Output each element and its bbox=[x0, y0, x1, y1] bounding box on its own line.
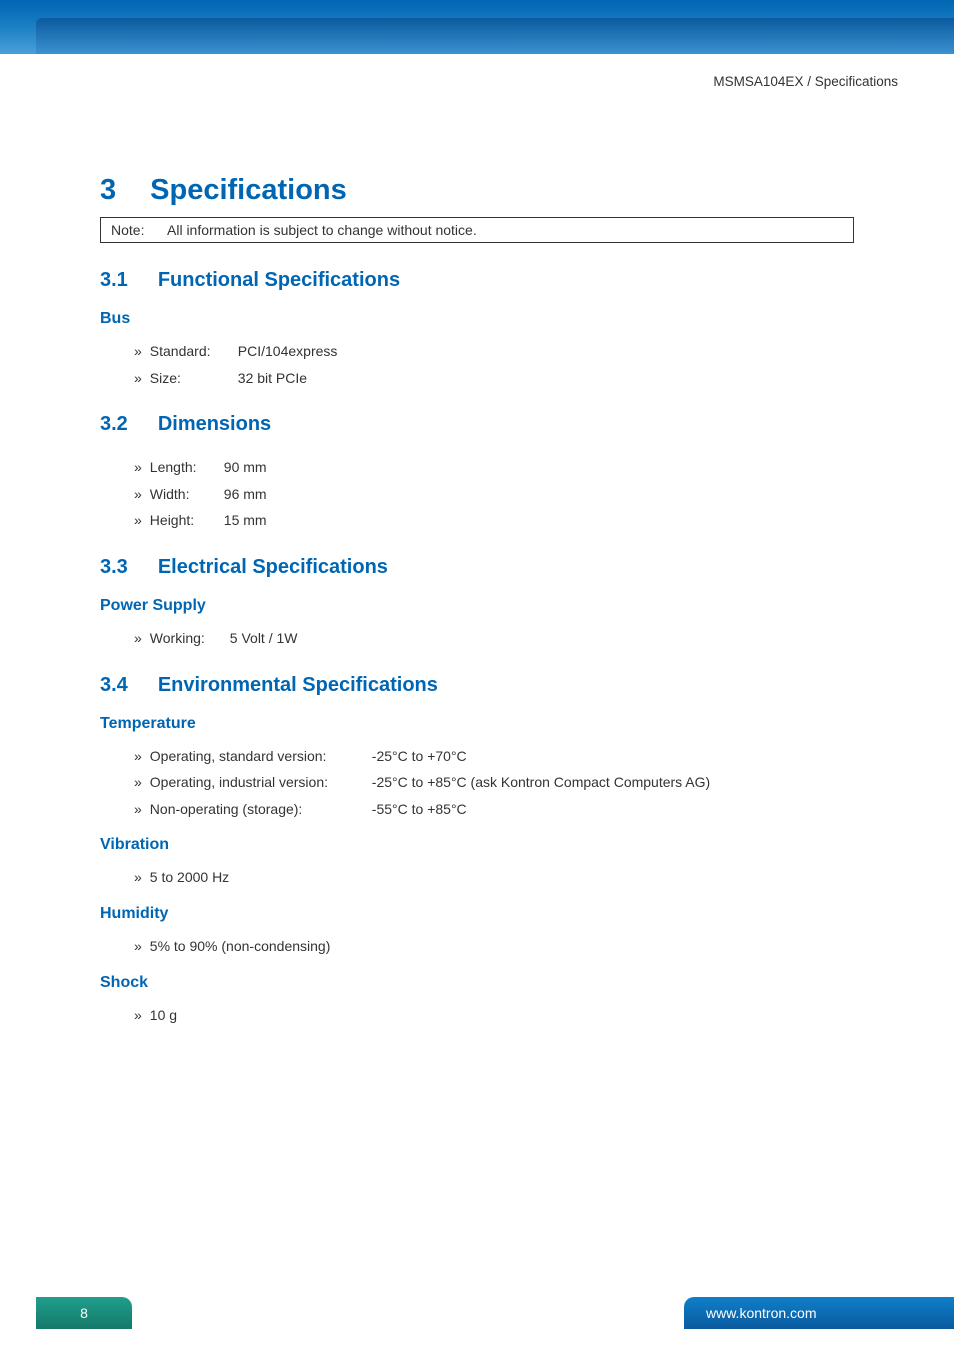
page-number-badge: 8 bbox=[36, 1297, 132, 1329]
spec-key: Operating, standard version: bbox=[150, 743, 372, 770]
header-banner-inset bbox=[36, 18, 954, 54]
humidity-list: 5% to 90% (non-condensing) bbox=[100, 933, 854, 960]
spec-value: 32 bit PCIe bbox=[238, 365, 307, 392]
spec-key: Non-operating (storage): bbox=[150, 796, 372, 823]
section-3-2: 3.2 Dimensions bbox=[100, 413, 854, 436]
spec-value: -25°C to +85°C (ask Kontron Compact Comp… bbox=[372, 769, 710, 796]
list-item: Size:32 bit PCIe bbox=[134, 365, 854, 392]
section-text: Dimensions bbox=[158, 413, 271, 435]
list-item: Height:15 mm bbox=[134, 507, 854, 534]
spec-value: 5% to 90% (non-condensing) bbox=[150, 933, 331, 960]
list-item: 5 to 2000 Hz bbox=[134, 864, 854, 891]
section-number: 3.4 bbox=[100, 674, 128, 696]
list-item: Width:96 mm bbox=[134, 481, 854, 508]
subsection-humidity: Humidity bbox=[100, 905, 854, 923]
breadcrumb: MSMSA104EX / Specifications bbox=[713, 74, 898, 89]
section-3-1: 3.1 Functional Specifications bbox=[100, 269, 854, 292]
section-text: Environmental Specifications bbox=[158, 674, 438, 696]
list-item: Standard:PCI/104express bbox=[134, 338, 854, 365]
spec-key: Working: bbox=[150, 625, 230, 652]
section-number: 3.1 bbox=[100, 269, 128, 291]
chapter-title: 3 Specifications bbox=[100, 174, 854, 207]
subsection-bus: Bus bbox=[100, 310, 854, 328]
spec-value: PCI/104express bbox=[238, 338, 338, 365]
page-content: 3 Specifications Note: All information is… bbox=[0, 54, 954, 1028]
spec-key: Height: bbox=[150, 507, 224, 534]
chapter-text: Specifications bbox=[150, 174, 347, 206]
spec-value: 5 to 2000 Hz bbox=[150, 864, 229, 891]
vibration-list: 5 to 2000 Hz bbox=[100, 864, 854, 891]
list-item: Working:5 Volt / 1W bbox=[134, 625, 854, 652]
spec-value: 5 Volt / 1W bbox=[230, 625, 298, 652]
spec-value: -55°C to +85°C bbox=[372, 796, 467, 823]
temperature-list: Operating, standard version:-25°C to +70… bbox=[100, 743, 854, 823]
spec-key: Operating, industrial version: bbox=[150, 769, 372, 796]
footer: 8 www.kontron.com bbox=[0, 1297, 954, 1329]
subsection-power: Power Supply bbox=[100, 597, 854, 615]
spec-value: -25°C to +70°C bbox=[372, 743, 467, 770]
spec-key: Standard: bbox=[150, 338, 238, 365]
spec-value: 15 mm bbox=[224, 507, 267, 534]
spec-value: 96 mm bbox=[224, 481, 267, 508]
header-banner bbox=[0, 0, 954, 54]
note-label: Note: bbox=[111, 222, 167, 238]
section-3-4: 3.4 Environmental Specifications bbox=[100, 674, 854, 697]
list-item: 10 g bbox=[134, 1002, 854, 1029]
spec-key: Size: bbox=[150, 365, 238, 392]
power-list: Working:5 Volt / 1W bbox=[100, 625, 854, 652]
chapter-number: 3 bbox=[100, 174, 116, 206]
list-item: Length:90 mm bbox=[134, 454, 854, 481]
footer-url: www.kontron.com bbox=[684, 1297, 954, 1329]
spec-key: Length: bbox=[150, 454, 224, 481]
spec-value: 10 g bbox=[150, 1002, 177, 1029]
note-box: Note: All information is subject to chan… bbox=[100, 217, 854, 243]
subsection-shock: Shock bbox=[100, 974, 854, 992]
list-item: Operating, standard version:-25°C to +70… bbox=[134, 743, 854, 770]
list-item: Operating, industrial version:-25°C to +… bbox=[134, 769, 854, 796]
section-text: Electrical Specifications bbox=[158, 556, 388, 578]
section-3-3: 3.3 Electrical Specifications bbox=[100, 556, 854, 579]
note-text: All information is subject to change wit… bbox=[167, 222, 477, 238]
section-number: 3.3 bbox=[100, 556, 128, 578]
bus-list: Standard:PCI/104express Size:32 bit PCIe bbox=[100, 338, 854, 391]
dimensions-list: Length:90 mm Width:96 mm Height:15 mm bbox=[100, 454, 854, 534]
section-text: Functional Specifications bbox=[158, 269, 400, 291]
spec-value: 90 mm bbox=[224, 454, 267, 481]
section-number: 3.2 bbox=[100, 413, 128, 435]
shock-list: 10 g bbox=[100, 1002, 854, 1029]
subsection-temperature: Temperature bbox=[100, 715, 854, 733]
list-item: 5% to 90% (non-condensing) bbox=[134, 933, 854, 960]
spec-key: Width: bbox=[150, 481, 224, 508]
list-item: Non-operating (storage):-55°C to +85°C bbox=[134, 796, 854, 823]
subsection-vibration: Vibration bbox=[100, 836, 854, 854]
